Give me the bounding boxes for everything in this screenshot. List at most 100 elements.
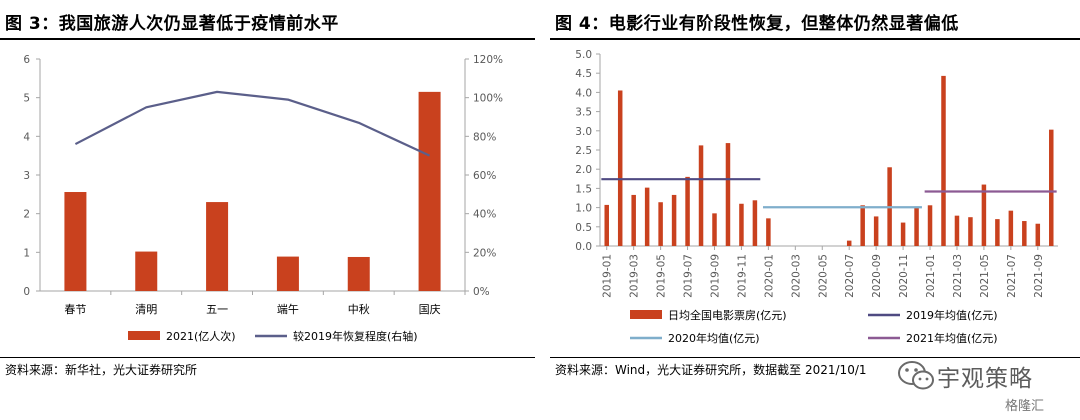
x-tick-label: 2021-07 xyxy=(1006,254,1018,298)
x-tick-label: 2021-05 xyxy=(979,254,991,298)
bar xyxy=(968,217,973,246)
right-chart: 0.0 0.5 1.0 1.5 2.0 2.5 3.0 3.5 4.0 4.5 5.0 2019-01… xyxy=(575,49,1058,345)
y-tick-label: 4.5 xyxy=(575,68,592,80)
bar xyxy=(671,194,677,246)
bar xyxy=(860,205,865,246)
y-tick-label: 2.0 xyxy=(575,164,592,176)
right-y-tick-label: 80% xyxy=(473,131,496,143)
bar xyxy=(347,256,370,291)
right-y-tick-label: 40% xyxy=(473,209,496,221)
bar xyxy=(206,202,229,291)
bar xyxy=(135,251,158,291)
wechat-icon xyxy=(898,361,934,390)
right-y-tick-label: 20% xyxy=(473,247,496,259)
y-tick-label: 3.0 xyxy=(575,126,592,138)
bar xyxy=(725,143,731,246)
right-figure-title: 图 4：电影行业有阶段性恢复，但整体仍然显著偏低 xyxy=(555,14,959,34)
legend-bar-label: 2021(亿人次) xyxy=(166,329,236,343)
x-category-label: 春节 xyxy=(64,303,86,316)
left-title-rule xyxy=(0,38,535,40)
left-y-tick-label: 5 xyxy=(23,93,30,105)
bar xyxy=(873,216,879,246)
bar xyxy=(766,218,771,246)
bar xyxy=(846,240,852,246)
bar xyxy=(1008,210,1014,246)
x-tick-label: 2019-01 xyxy=(602,254,614,298)
bar xyxy=(418,91,441,291)
legend-label: 2020年均值(亿元) xyxy=(668,331,760,345)
legend-label: 2019年均值(亿元) xyxy=(906,308,998,322)
bar xyxy=(617,90,623,246)
x-category-label: 清明 xyxy=(135,303,157,316)
bar xyxy=(927,205,933,246)
recovery-line xyxy=(74,90,431,157)
legend-line-label: 较2019年恢复程度(右轴) xyxy=(293,329,418,343)
bar xyxy=(685,176,690,246)
x-tick-label: 2020-01 xyxy=(763,254,775,298)
x-tick-label: 2019-05 xyxy=(656,254,668,298)
bar xyxy=(658,202,663,246)
bar xyxy=(64,192,87,291)
left-y-tick-label: 4 xyxy=(23,131,30,143)
bar xyxy=(698,145,704,246)
y-tick-label: 4.0 xyxy=(575,87,592,99)
bar xyxy=(739,203,744,246)
bar xyxy=(1049,129,1054,246)
bar xyxy=(900,222,906,246)
bar xyxy=(712,213,717,246)
right-figure-panel: 图 4：电影行业有阶段性恢复，但整体仍然显著偏低 0.0 0.5 1.0 1.5 2.0… xyxy=(550,0,1080,420)
x-tick-label: 2020-09 xyxy=(871,254,883,298)
x-category-label: 端午 xyxy=(277,303,299,316)
y-tick-label: 1.0 xyxy=(575,203,592,215)
right-y-tick-label: 100% xyxy=(473,93,503,105)
right-y-tick-label: 120% xyxy=(473,54,503,66)
left-y-tick-label: 3 xyxy=(23,170,30,182)
legend-label: 2021年均值(亿元) xyxy=(906,331,998,345)
bar xyxy=(276,256,299,291)
bar xyxy=(941,75,946,246)
x-tick-label: 2021-09 xyxy=(1033,254,1045,298)
left-y-tick-label: 2 xyxy=(23,209,30,221)
left-y-tick-label: 0 xyxy=(23,286,30,298)
bar xyxy=(631,194,636,246)
legend-swatch xyxy=(630,310,662,319)
x-category-label: 国庆 xyxy=(419,302,441,316)
left-figure-panel: 图 3：我国旅游人次仍显著低于疫情前水平 0 1 2 3 4 5 6 0% 20% 40% 60% 8… xyxy=(0,0,535,420)
y-tick-label: 2.5 xyxy=(575,145,592,157)
x-tick-label: 2020-07 xyxy=(844,254,856,298)
x-tick-label: 2019-07 xyxy=(683,254,695,298)
x-tick-label: 2019-09 xyxy=(710,254,722,298)
bar xyxy=(954,215,960,246)
bar xyxy=(604,204,609,246)
left-chart: 01234560%20%40%60%80%100%120%春节 清明 五一 端午 中秋国… xyxy=(23,54,503,343)
x-category-label: 五一 xyxy=(206,303,228,316)
watermark-logo-text: 宇观策略 xyxy=(937,366,1033,392)
left-source-rule xyxy=(0,357,535,358)
left-source-note: 资料来源：新华社，光大证券研究所 xyxy=(5,363,198,377)
watermark-sub-text: 格隆汇 xyxy=(1005,399,1045,414)
y-tick-label: 5.0 xyxy=(575,49,592,61)
right-y-tick-label: 60% xyxy=(473,170,496,182)
watermark: 宇观策略 格隆汇 xyxy=(895,355,1080,420)
x-tick-label: 2019-03 xyxy=(629,254,641,298)
x-tick-label: 2021-01 xyxy=(925,254,937,298)
bar xyxy=(752,200,758,246)
left-figure-title: 图 3：我国旅游人次仍显著低于疫情前水平 xyxy=(5,14,339,34)
y-tick-label: 0.0 xyxy=(575,241,592,253)
right-source-note: 资料来源：Wind，光大证券研究所，数据截至 2021/10/1 xyxy=(555,363,867,377)
right-title-rule xyxy=(550,38,1080,40)
left-y-tick-label: 6 xyxy=(23,54,30,66)
right-y-tick-label: 0% xyxy=(473,286,490,298)
x-tick-label: 2020-05 xyxy=(817,254,829,298)
x-category-label: 中秋 xyxy=(348,302,370,316)
bar xyxy=(644,187,650,246)
legend-bar-swatch xyxy=(128,331,160,340)
x-tick-label: 2021-03 xyxy=(952,254,964,298)
right-source-rule xyxy=(550,357,1080,358)
x-tick-label: 2020-11 xyxy=(898,254,910,298)
y-tick-label: 1.5 xyxy=(575,183,592,195)
x-tick-label: 2020-03 xyxy=(790,254,802,298)
bar xyxy=(995,219,1000,246)
bar xyxy=(981,184,987,246)
bar xyxy=(914,206,919,246)
